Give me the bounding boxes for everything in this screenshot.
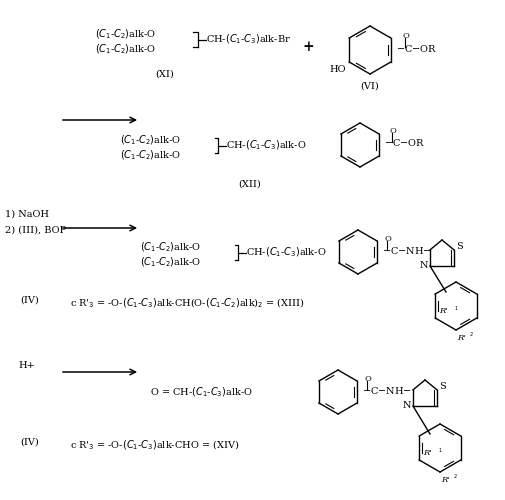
Text: +: + [301, 40, 313, 54]
Text: $(C_1$-$C_2)$alk-O: $(C_1$-$C_2)$alk-O [140, 240, 201, 254]
Text: O = CH-$(C_1$-$C_3)$alk-O: O = CH-$(C_1$-$C_3)$alk-O [149, 385, 252, 399]
Text: $(C_1$-$C_2)$alk-O: $(C_1$-$C_2)$alk-O [120, 133, 181, 146]
Text: H+: H+ [18, 362, 35, 370]
Text: c R'$_3$ = -O-$(C_1$-$C_3)$alk-CHO = (XIV): c R'$_3$ = -O-$(C_1$-$C_3)$alk-CHO = (XI… [70, 438, 239, 452]
Text: CH-$(C_1$-$C_3)$alk-Br: CH-$(C_1$-$C_3)$alk-Br [206, 32, 290, 46]
Text: S: S [438, 382, 445, 391]
Text: (IV): (IV) [20, 296, 39, 305]
Text: R': R' [456, 334, 464, 342]
Text: (VI): (VI) [360, 82, 379, 91]
Text: N: N [419, 262, 427, 270]
Text: O: O [402, 32, 409, 40]
Text: $(C_1$-$C_2)$alk-O: $(C_1$-$C_2)$alk-O [140, 255, 201, 268]
Text: CH-$(C_1$-$C_3)$alk-O: CH-$(C_1$-$C_3)$alk-O [245, 246, 326, 260]
Text: $(C_1$-$C_2)$alk-O: $(C_1$-$C_2)$alk-O [120, 148, 181, 162]
Text: $_1$: $_1$ [437, 446, 442, 455]
Text: CH-$(C_1$-$C_3)$alk-O: CH-$(C_1$-$C_3)$alk-O [226, 138, 306, 152]
Text: R': R' [440, 476, 448, 484]
Text: R': R' [423, 449, 431, 457]
Text: (XII): (XII) [238, 180, 261, 189]
Text: HO: HO [329, 66, 345, 74]
Text: $_2$: $_2$ [468, 330, 473, 339]
Text: 2) (III), BOP: 2) (III), BOP [5, 226, 66, 234]
Text: S: S [455, 242, 462, 251]
Text: $-$C$-$OR: $-$C$-$OR [395, 42, 436, 54]
Text: R': R' [439, 307, 447, 315]
Text: (IV): (IV) [20, 438, 39, 447]
Text: (XI): (XI) [156, 70, 174, 79]
Text: 1) NaOH: 1) NaOH [5, 210, 49, 218]
Text: $-$C$-$OR: $-$C$-$OR [383, 138, 425, 148]
Text: N: N [401, 402, 410, 410]
Text: $_1$: $_1$ [453, 304, 458, 313]
Text: $-$C$-$NH$-$: $-$C$-$NH$-$ [381, 246, 431, 256]
Text: $-$C$-$NH$-$: $-$C$-$NH$-$ [361, 386, 411, 396]
Text: $(C_1$-$C_2)$alk-O: $(C_1$-$C_2)$alk-O [95, 27, 156, 40]
Text: O: O [364, 375, 371, 383]
Text: $_2$: $_2$ [452, 472, 457, 481]
Text: c R'$_3$ = -O-$(C_1$-$C_3)$alk-CH(O-$(C_1$-$C_2)$alk)$_2$ = (XIII): c R'$_3$ = -O-$(C_1$-$C_3)$alk-CH(O-$(C_… [70, 296, 304, 310]
Text: $(C_1$-$C_2)$alk-O: $(C_1$-$C_2)$alk-O [95, 42, 156, 56]
Text: O: O [384, 235, 391, 243]
Text: O: O [389, 127, 395, 135]
